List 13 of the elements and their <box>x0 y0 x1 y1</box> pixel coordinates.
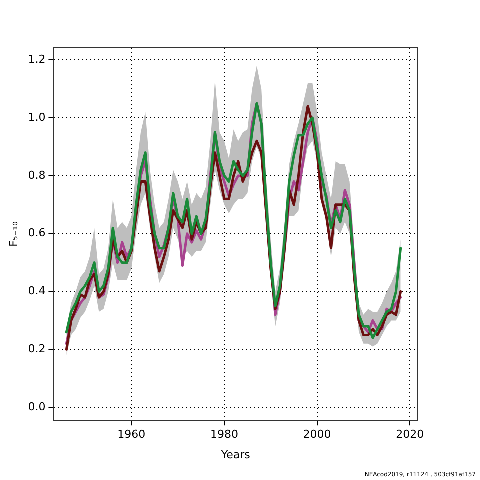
x-axis-title: Years <box>220 448 251 462</box>
y-tick-label: 0.0 <box>28 400 46 414</box>
x-tick-label: 1980 <box>210 428 238 442</box>
y-axis-title: F₅₋₁₀ <box>7 221 20 247</box>
x-tick-label: 2000 <box>303 428 332 442</box>
y-tick-label: 0.4 <box>28 284 46 298</box>
y-tick-label: 0.2 <box>28 342 46 356</box>
y-tick-label: 1.0 <box>28 110 46 124</box>
x-tick-label: 1960 <box>118 428 146 442</box>
y-tick-label: 0.6 <box>28 226 46 240</box>
x-tick-label: 2020 <box>396 428 424 442</box>
y-tick-label: 1.2 <box>28 53 46 66</box>
y-tick-label: 0.8 <box>28 168 46 182</box>
